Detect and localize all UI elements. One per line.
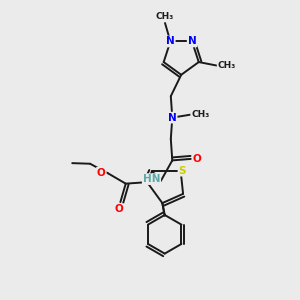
Text: CH₃: CH₃: [218, 61, 236, 70]
Text: N: N: [188, 37, 197, 46]
Text: CH₃: CH₃: [191, 110, 209, 119]
Text: O: O: [115, 204, 123, 214]
Text: CH₃: CH₃: [156, 12, 174, 21]
Text: S: S: [178, 166, 186, 176]
Text: O: O: [193, 154, 202, 164]
Text: N: N: [166, 37, 175, 46]
Text: HN: HN: [143, 174, 160, 184]
Text: N: N: [168, 112, 177, 123]
Text: O: O: [97, 168, 106, 178]
